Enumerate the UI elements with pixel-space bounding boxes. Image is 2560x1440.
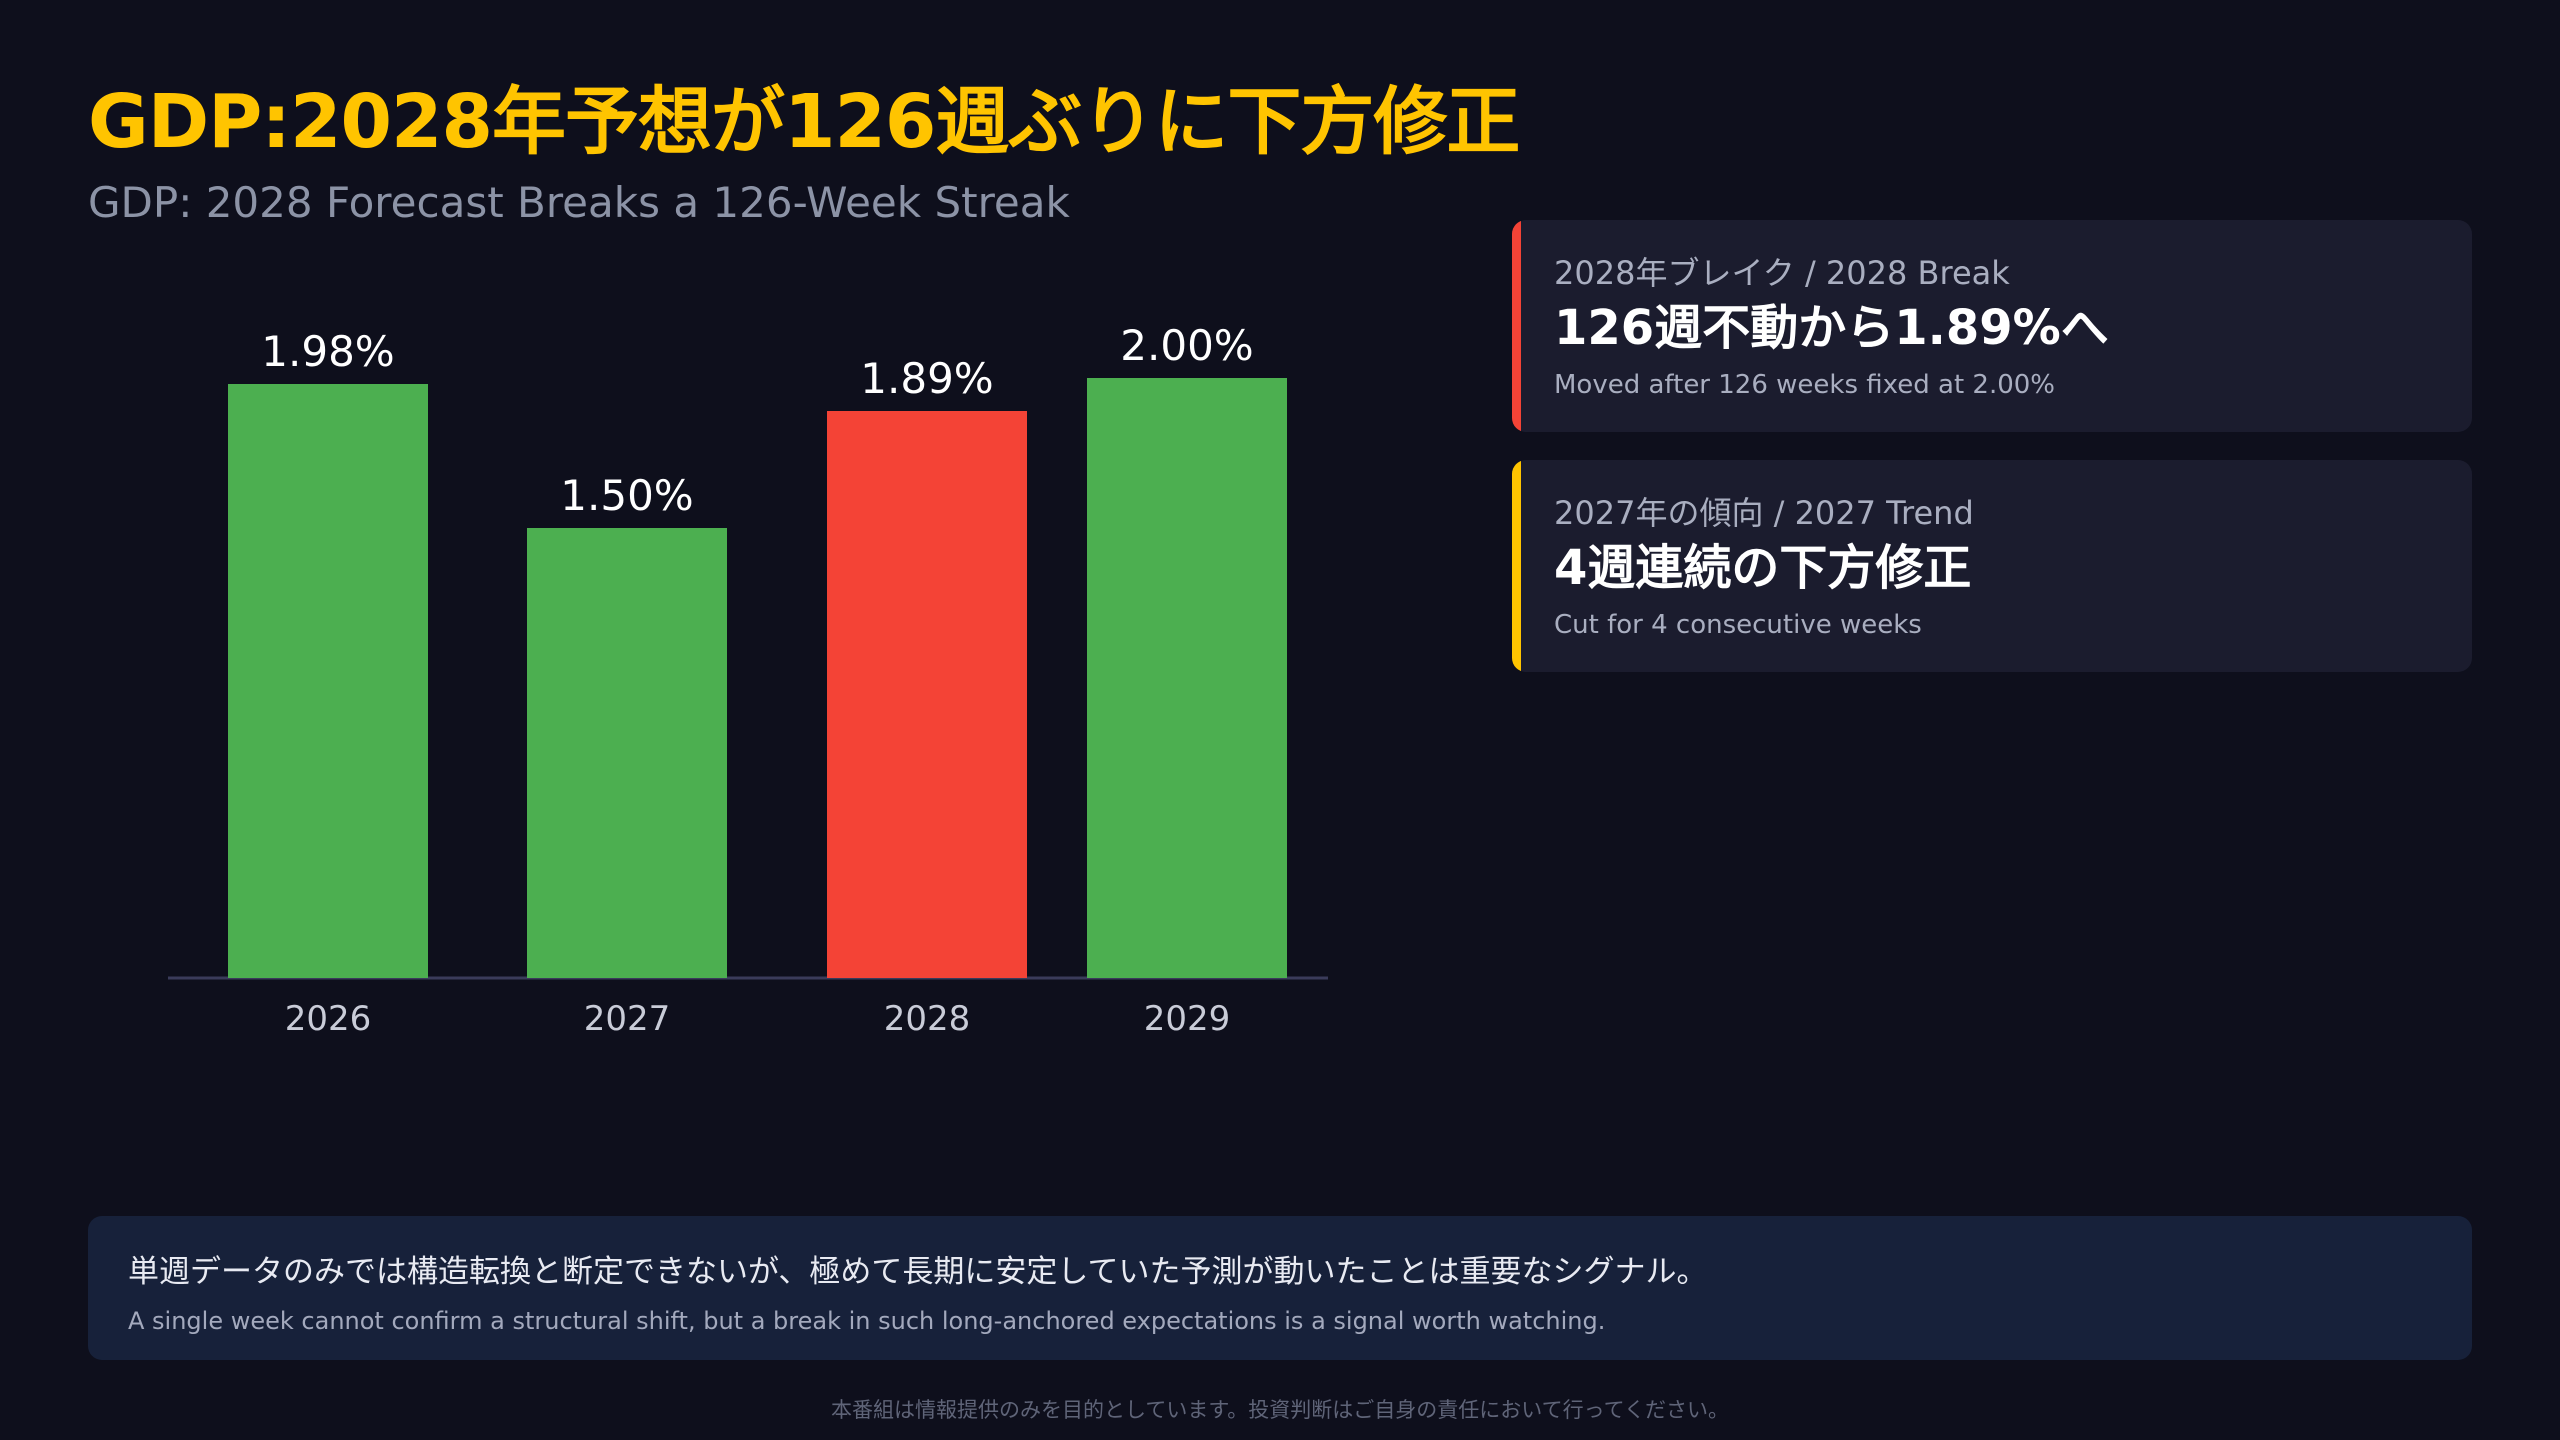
bar-2027: [527, 528, 727, 978]
break-card-label: 2028年ブレイク / 2028 Break: [1554, 254, 2010, 292]
trend-card-note: Cut for 4 consecutive weeks: [1554, 609, 1922, 640]
x-tick-label-2028: 2028: [884, 999, 971, 1039]
bar-2029: [1087, 378, 1287, 978]
trend-card-value: 4週連続の下方修正: [1554, 540, 1972, 597]
page-subtitle: GDP: 2028 Forecast Breaks a 126-Week Str…: [88, 178, 1070, 227]
x-tick-label-2026: 2026: [285, 999, 372, 1039]
value-label-2027: 1.50%: [560, 471, 693, 520]
commentary-main: 単週データのみでは構造転換と断定できないが、極めて長期に安定していた予測が動いた…: [128, 1254, 1708, 1290]
commentary-sub: A single week cannot confirm a structura…: [128, 1307, 1606, 1335]
trend-card: 2027年の傾向 / 2027 Trend 4週連続の下方修正 Cut for …: [1512, 460, 2472, 672]
value-label-2029: 2.00%: [1120, 321, 1253, 370]
x-tick-label-2027: 2027: [584, 999, 671, 1039]
break-card-note: Moved after 126 weeks fixed at 2.00%: [1554, 369, 2055, 400]
value-label-2026: 1.98%: [261, 327, 394, 376]
break-card-value: 126週不動から1.89%へ: [1554, 300, 2109, 357]
bar-2026: [228, 384, 428, 978]
value-label-2028: 1.89%: [860, 354, 993, 403]
trend-card-label: 2027年の傾向 / 2027 Trend: [1554, 494, 1974, 532]
commentary-box: 単週データのみでは構造転換と断定できないが、極めて長期に安定していた予測が動いた…: [88, 1216, 2472, 1360]
page-title: GDP:2028年予想が126週ぶりに下方修正: [88, 79, 1520, 165]
bar-2028: [827, 411, 1027, 978]
x-tick-label-2029: 2029: [1144, 999, 1231, 1039]
break-card: 2028年ブレイク / 2028 Break 126週不動から1.89%へ Mo…: [1512, 220, 2472, 432]
break-card-accent: [1512, 220, 1521, 432]
trend-card-accent: [1512, 460, 1521, 672]
disclaimer: 本番組は情報提供のみを目的としています。投資判断はご自身の責任において行ってくだ…: [831, 1398, 1729, 1422]
